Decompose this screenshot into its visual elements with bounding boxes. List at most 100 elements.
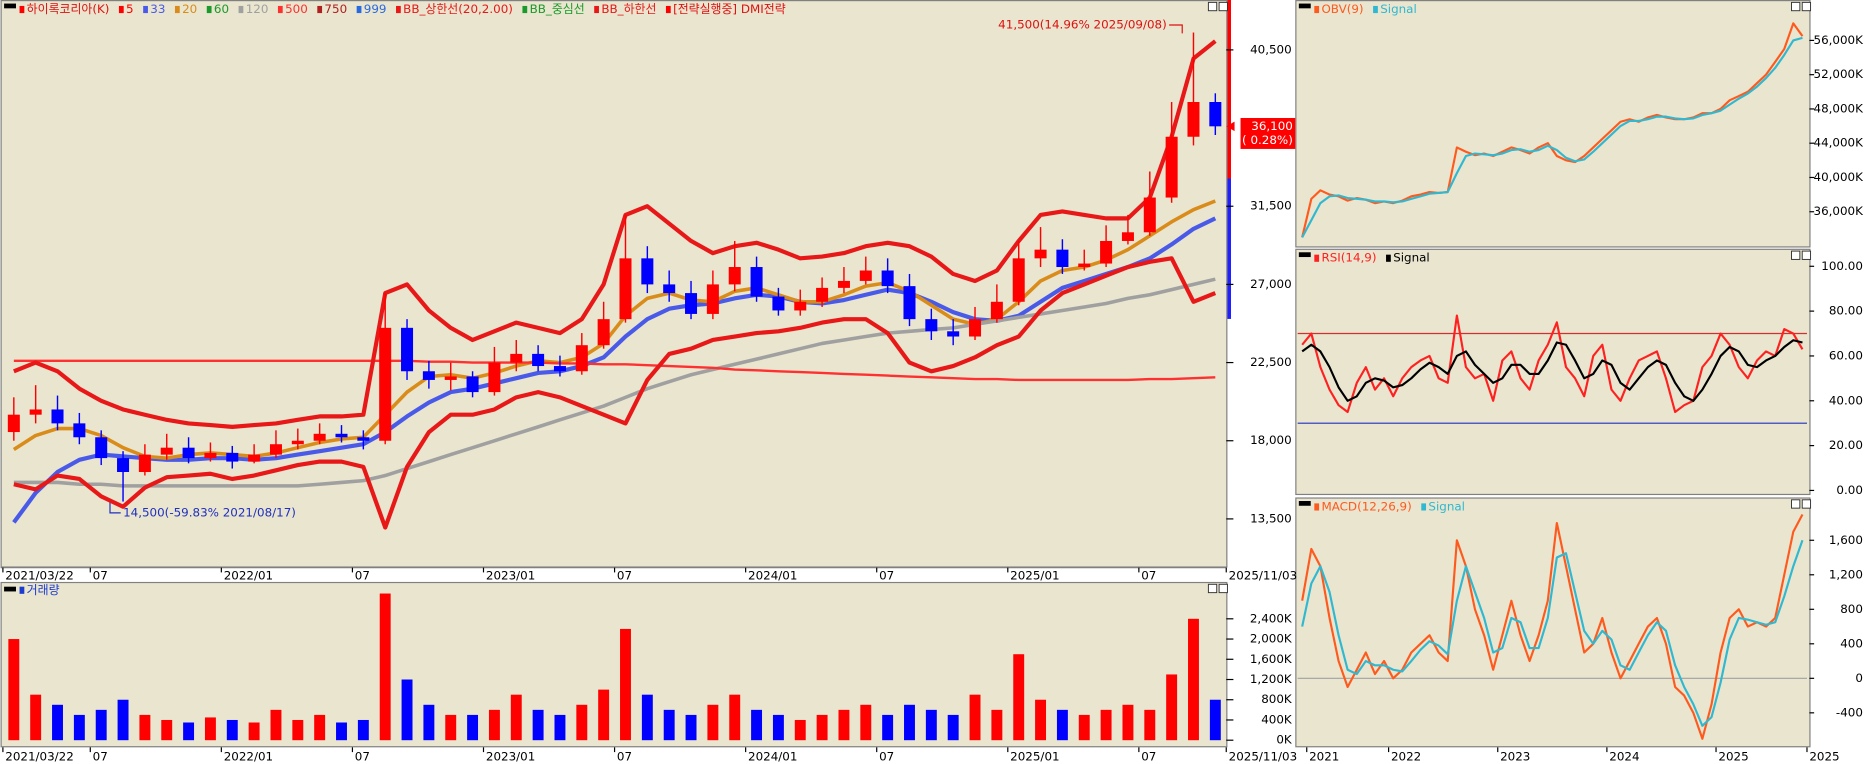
volume-bar — [30, 694, 42, 741]
volume-bar — [1166, 674, 1178, 741]
annotation-leader — [109, 499, 121, 514]
price-panel — [0, 0, 1228, 568]
x-tick-label: 2022/01 — [224, 749, 273, 763]
volume-bar — [729, 694, 741, 741]
volume-bar — [969, 694, 981, 741]
volume-bar — [576, 704, 588, 741]
legend-swatch — [277, 5, 283, 14]
y-tick-label: 1,600 — [1829, 533, 1863, 547]
volume-bar — [1100, 709, 1112, 741]
legend-swatch — [317, 5, 323, 14]
legend-label: MACD(12,26,9) — [1321, 499, 1411, 513]
series-line — [1301, 539, 1804, 727]
y-tick-label: 800 — [1840, 602, 1863, 616]
x-tick-label: 07 — [355, 749, 370, 763]
x-tick-label: 2025/11/03 — [1229, 749, 1298, 763]
volume-bar — [860, 704, 872, 741]
legend-swatch — [118, 5, 124, 14]
y-tick-label: 22,500 — [1250, 355, 1292, 369]
legend-swatch — [206, 5, 212, 14]
y-tick-label: 1,200K — [1250, 672, 1293, 686]
candle-body — [685, 293, 698, 314]
volume-bar — [685, 714, 697, 741]
x-tick-label: 2025/01 — [1010, 568, 1059, 582]
macd-panel — [1295, 497, 1811, 748]
series-line — [1301, 339, 1803, 402]
y-tick-label: 48,000K — [1814, 101, 1865, 115]
candle-body — [859, 270, 872, 281]
legend-label: RSI(14,9) — [1321, 251, 1376, 265]
legend-swatch — [396, 5, 401, 14]
volume-bar — [95, 709, 107, 741]
candle-body — [138, 454, 151, 473]
legend-swatch — [522, 5, 528, 14]
x-tick-label: 07 — [617, 749, 632, 763]
series-line — [1301, 513, 1804, 740]
volume-bar — [379, 593, 391, 741]
y-tick-label: 400K — [1261, 712, 1293, 726]
legend-swatch — [1314, 5, 1320, 14]
volume-bar — [183, 722, 195, 741]
y-tick-label: 1,200 — [1829, 567, 1863, 581]
x-tick-label: 2023/01 — [486, 568, 535, 582]
legend-label: 120 — [246, 2, 269, 16]
volume-bar — [816, 714, 828, 741]
x-tick-label: 2025 — [1718, 749, 1748, 763]
legend-label: OBV(9) — [1321, 2, 1363, 16]
y-tick-label: 800K — [1261, 692, 1293, 706]
y-tick-label: 2,000K — [1250, 632, 1293, 646]
candle-body — [160, 447, 173, 455]
x-tick-label: 07 — [879, 749, 894, 763]
candle-body — [794, 301, 807, 311]
legend-swatch — [1314, 254, 1320, 262]
candle-body — [663, 284, 676, 294]
legend-swatch — [356, 5, 362, 14]
candle-body — [597, 319, 610, 346]
x-tick-label: 07 — [355, 568, 370, 582]
candle-body — [7, 414, 20, 433]
candle-body — [510, 353, 523, 363]
volume-bar — [1122, 704, 1134, 741]
y-tick-label: 60.00 — [1829, 348, 1863, 362]
chart-title: 하이록코리아(K) — [27, 2, 110, 16]
legend-swatch — [174, 5, 180, 14]
volume-bar — [270, 709, 282, 741]
candle-body — [750, 267, 763, 297]
candle-body — [1100, 240, 1113, 264]
candle-body — [73, 423, 86, 438]
x-tick-label: 2021 — [1309, 749, 1339, 763]
volume-bar — [445, 714, 457, 741]
legend-swatch — [665, 5, 671, 14]
legend-label: BB_하한선 — [601, 2, 656, 16]
last-price-pointer — [1226, 121, 1235, 132]
candle-body — [226, 452, 239, 462]
volume-bar — [1209, 699, 1221, 741]
candle-body — [357, 437, 370, 441]
volume-bar — [794, 719, 806, 741]
x-tick-label: 07 — [1141, 568, 1156, 582]
candle-body — [248, 454, 261, 462]
candle-body — [335, 433, 348, 438]
last-price-box — [1240, 117, 1296, 149]
volume-bar — [620, 628, 631, 741]
rsi-panel — [1295, 248, 1811, 496]
candle-body — [881, 270, 894, 287]
x-tick-label: 2025/11/03 — [1229, 568, 1298, 582]
window-buttons[interactable] — [1207, 1, 1812, 594]
x-tick-label: 2025 — [1809, 749, 1839, 763]
volume-bar — [598, 689, 610, 741]
legend-swatch — [1421, 503, 1427, 511]
candle-body — [641, 258, 654, 285]
x-tick-label: 2024/01 — [748, 749, 797, 763]
volume-bar — [1078, 714, 1090, 741]
candle-body — [291, 440, 304, 445]
candle-body — [575, 345, 588, 372]
volume-bar — [532, 709, 544, 741]
legend-label: 500 — [285, 2, 308, 16]
volume-bar — [8, 639, 20, 741]
legend-label: BB_상한선(20,2.00) — [403, 2, 513, 16]
candle-body — [1209, 102, 1222, 127]
legend-label: BB_중심선 — [530, 2, 585, 16]
